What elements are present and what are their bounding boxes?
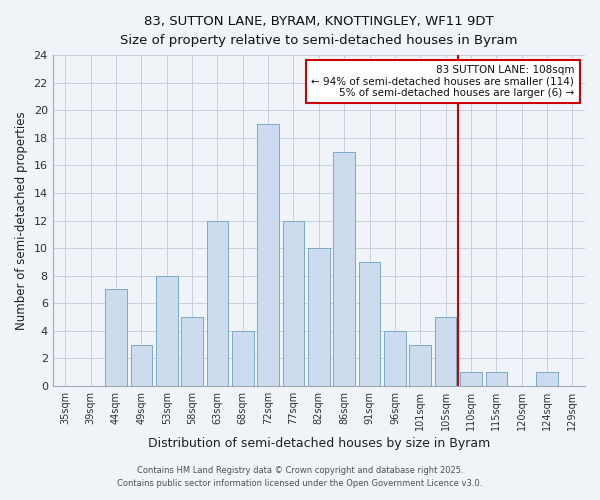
Y-axis label: Number of semi-detached properties: Number of semi-detached properties	[15, 111, 28, 330]
Bar	[308, 248, 329, 386]
Bar	[334, 152, 355, 386]
Bar	[156, 276, 178, 386]
Bar	[359, 262, 380, 386]
Bar	[181, 317, 203, 386]
Bar	[257, 124, 279, 386]
Bar	[409, 344, 431, 386]
Bar	[232, 331, 254, 386]
Text: Contains HM Land Registry data © Crown copyright and database right 2025.
Contai: Contains HM Land Registry data © Crown c…	[118, 466, 482, 487]
Bar	[283, 220, 304, 386]
Bar	[105, 290, 127, 386]
Bar	[460, 372, 482, 386]
X-axis label: Distribution of semi-detached houses by size in Byram: Distribution of semi-detached houses by …	[148, 437, 490, 450]
Bar	[384, 331, 406, 386]
Bar	[536, 372, 558, 386]
Title: 83, SUTTON LANE, BYRAM, KNOTTINGLEY, WF11 9DT
Size of property relative to semi-: 83, SUTTON LANE, BYRAM, KNOTTINGLEY, WF1…	[120, 15, 518, 47]
Bar	[485, 372, 507, 386]
Bar	[435, 317, 457, 386]
Text: 83 SUTTON LANE: 108sqm
← 94% of semi-detached houses are smaller (114)
5% of sem: 83 SUTTON LANE: 108sqm ← 94% of semi-det…	[311, 65, 574, 98]
Bar	[206, 220, 228, 386]
Bar	[131, 344, 152, 386]
